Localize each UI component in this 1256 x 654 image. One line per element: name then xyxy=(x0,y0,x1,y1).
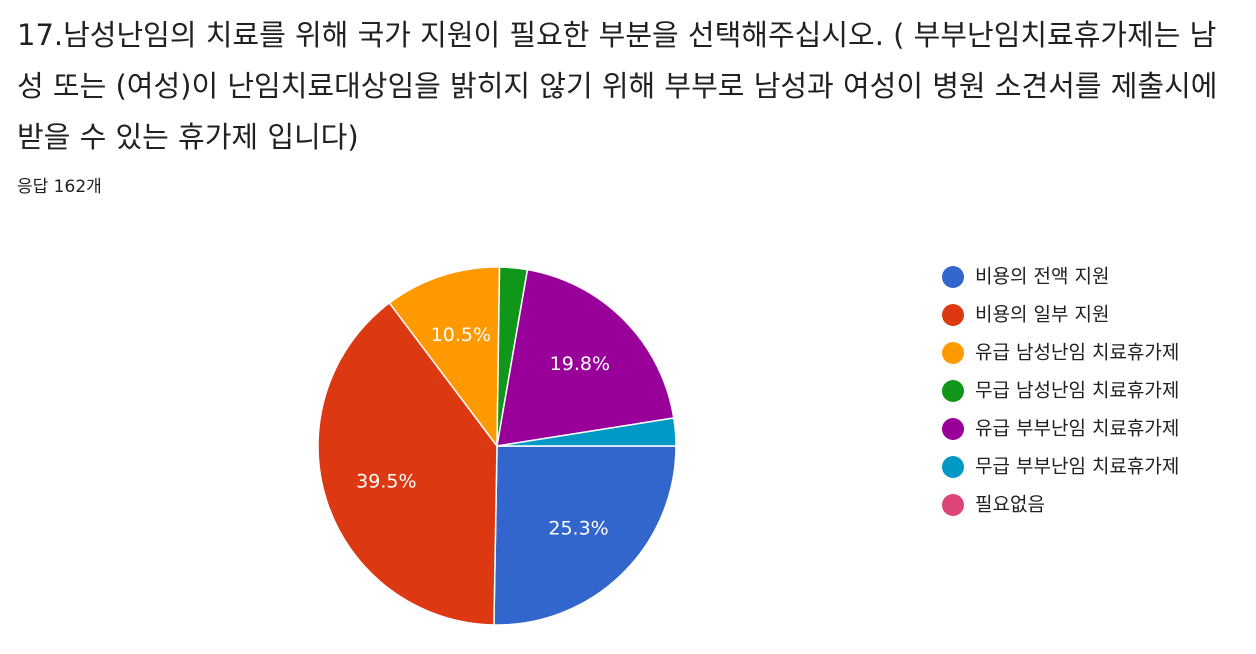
legend-swatch xyxy=(942,456,964,478)
legend-swatch xyxy=(942,304,964,326)
data-label: 39.5% xyxy=(356,470,416,492)
legend-label: 유급 남성난임 치료휴가제 xyxy=(975,342,1179,364)
pie-slice xyxy=(493,445,677,626)
pie-slice xyxy=(388,266,501,449)
legend-swatch xyxy=(942,342,964,364)
chart-title: 17.남성난임의 치료를 위해 국가 지원이 필요한 부분을 선택해주십시오. … xyxy=(17,18,1218,154)
response-count: 응답 162개 xyxy=(17,177,102,197)
legend-label: 필요없음 xyxy=(975,494,1045,516)
legend-label: 비용의 일부 지원 xyxy=(975,304,1109,326)
legend-swatch xyxy=(942,494,964,516)
data-label: 25.3% xyxy=(548,517,608,539)
legend-label: 무급 부부난임 치료휴가제 xyxy=(975,456,1179,478)
pie-slice xyxy=(496,417,677,447)
data-label: 10.5% xyxy=(431,324,491,346)
legend-label: 무급 남성난임 치료휴가제 xyxy=(975,380,1179,402)
legend-swatch xyxy=(942,266,964,288)
legend-label: 비용의 전액 지원 xyxy=(975,266,1109,288)
legend-swatch xyxy=(942,380,964,402)
pie-slice xyxy=(317,301,498,626)
pie-slice xyxy=(496,268,675,447)
legend-label: 유급 부부난임 치료휴가제 xyxy=(975,418,1179,440)
data-label: 19.8% xyxy=(550,353,610,375)
legend-swatch xyxy=(942,418,964,440)
